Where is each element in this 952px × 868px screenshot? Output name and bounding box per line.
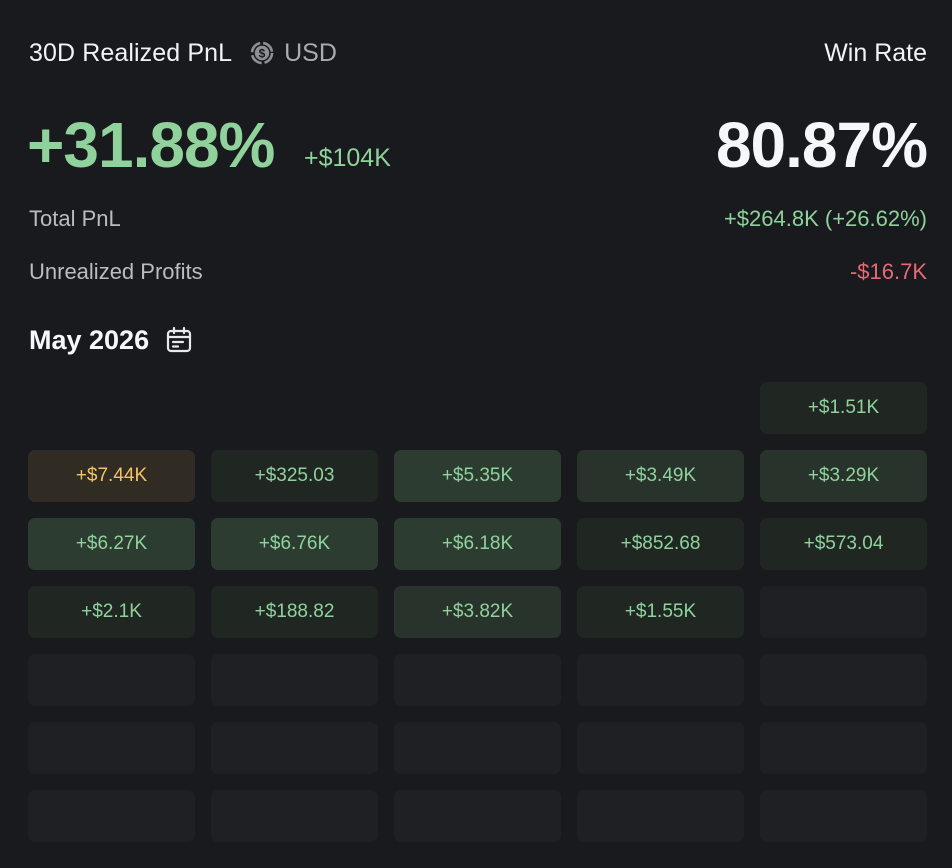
dollar-cycle-icon[interactable]: $ (248, 39, 276, 67)
calendar-empty-day (394, 654, 561, 706)
win-rate-value: 80.87% (715, 109, 928, 181)
calendar-day-cell[interactable]: +$852.68 (577, 518, 744, 570)
currency-label[interactable]: USD (284, 38, 337, 67)
calendar-day-cell[interactable]: +$6.18K (394, 518, 561, 570)
calendar-day-cell[interactable]: +$573.04 (760, 518, 927, 570)
calendar-day-cell[interactable]: +$5.35K (394, 450, 561, 502)
panel-title: 30D Realized PnL (29, 38, 233, 67)
currency-toggle[interactable]: $ USD (248, 39, 337, 68)
realized-pnl-amount: +$104K (304, 144, 391, 172)
calendar-day-cell[interactable]: +$188.82 (211, 586, 378, 638)
calendar-day-cell[interactable]: +$3.29K (760, 450, 927, 502)
win-rate-label: Win Rate (824, 39, 927, 67)
unrealized-profits-label: Unrealized Profits (29, 259, 203, 284)
calendar-empty-day (211, 722, 378, 774)
calendar-empty-day (577, 790, 744, 842)
calendar-empty-day (394, 722, 561, 774)
total-pnl-value: +$264.8K (+26.62%) (723, 206, 927, 231)
calendar-day-cell[interactable]: +$2.1K (28, 586, 195, 638)
svg-text:$: $ (259, 47, 266, 61)
calendar-day-cell[interactable]: +$6.27K (28, 518, 195, 570)
realized-pnl-percent: +31.88% (27, 109, 275, 181)
calendar-day-cell[interactable]: +$6.76K (211, 518, 378, 570)
calendar-day-cell[interactable]: +$325.03 (211, 450, 378, 502)
calendar-empty-day (760, 586, 927, 638)
calendar-empty-day (577, 654, 744, 706)
calendar-empty-day (760, 722, 927, 774)
calendar-empty-day (28, 654, 195, 706)
month-header: May 2026 (29, 322, 193, 358)
calendar-empty-day (28, 790, 195, 842)
total-pnl-label: Total PnL (29, 206, 121, 231)
calendar-empty-day (211, 654, 378, 706)
calendar-empty-day (28, 722, 195, 774)
calendar-blank-slot (577, 382, 744, 434)
calendar-blank-slot (211, 382, 378, 434)
pnl-header: 30D Realized PnL $ USD (29, 36, 337, 70)
month-title: May 2026 (29, 324, 150, 355)
unrealized-profits-value: -$16.7K (849, 259, 927, 284)
calendar-empty-day (394, 790, 561, 842)
calendar-blank-slot (394, 382, 561, 434)
calendar-day-cell[interactable]: +$1.55K (577, 586, 744, 638)
calendar-day-cell[interactable]: +$1.51K (760, 382, 927, 434)
calendar-empty-day (760, 790, 927, 842)
calendar-day-cell[interactable]: +$7.44K (28, 450, 195, 502)
calendar-blank-slot (28, 382, 195, 434)
calendar-empty-day (760, 654, 927, 706)
calendar-grid: +$1.51K +$7.44K +$325.03 +$5.35K +$3.49K +$3.… (28, 382, 927, 842)
calendar-day-cell[interactable]: +$3.82K (394, 586, 561, 638)
calendar-empty-day (211, 790, 378, 842)
calendar-day-cell[interactable]: +$3.49K (577, 450, 744, 502)
calendar-empty-day (577, 722, 744, 774)
calendar-icon[interactable] (165, 326, 193, 354)
